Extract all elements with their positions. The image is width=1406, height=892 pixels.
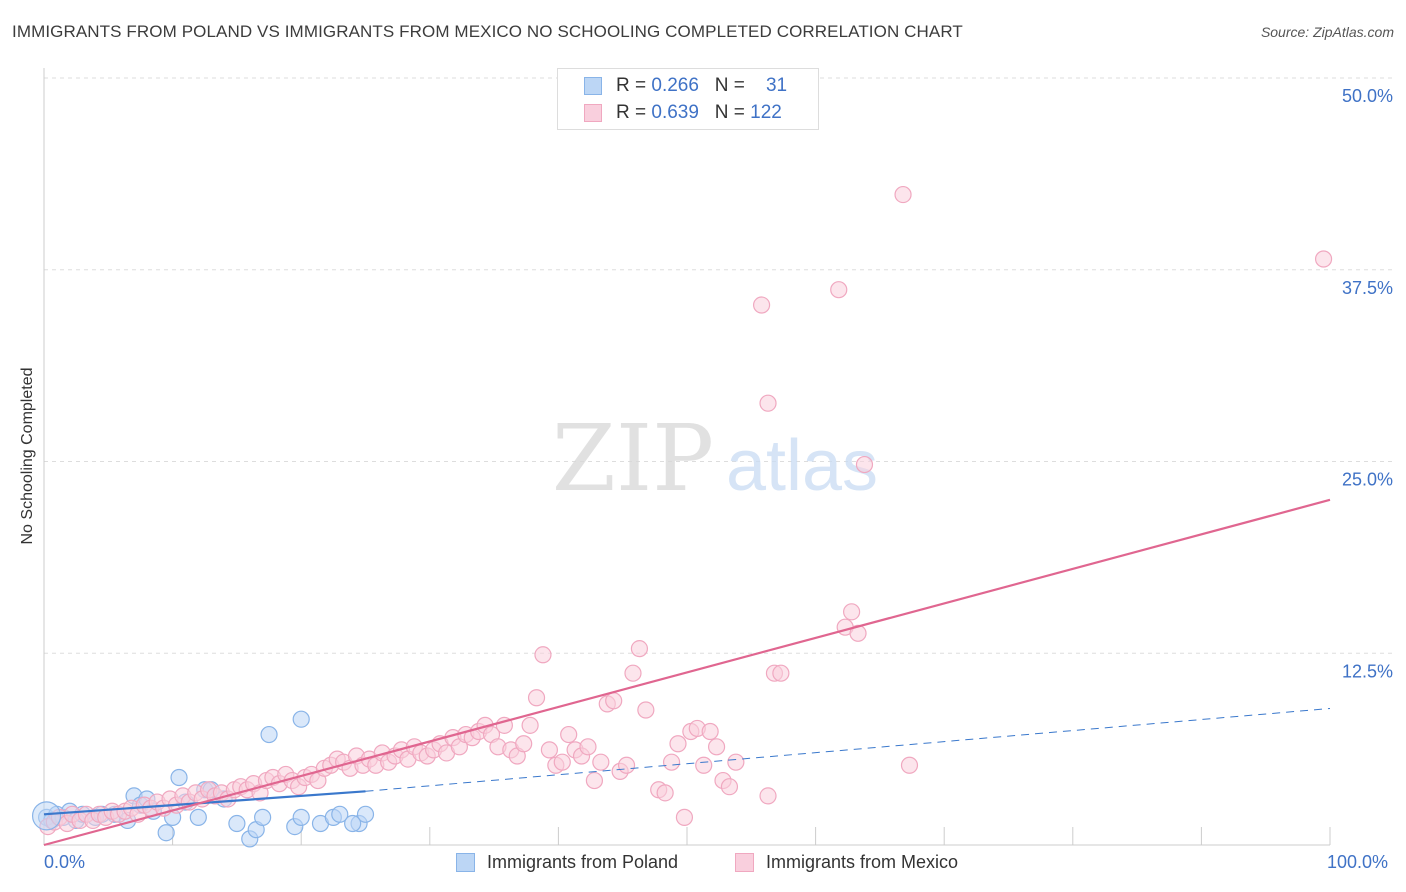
mexico-point-81 — [560, 725, 578, 744]
poland-point-36 — [344, 814, 362, 833]
mexico-point-97 — [669, 735, 687, 753]
mexico-point-98 — [675, 808, 694, 826]
mexico-point-101 — [695, 756, 713, 774]
legend-poland-label: Immigrants from Poland — [487, 852, 679, 872]
poland-point-17 — [170, 768, 188, 787]
poland-point-large — [31, 801, 62, 831]
source-label: Source: ZipAtlas.com — [1260, 24, 1394, 40]
mexico-point-88 — [605, 692, 623, 710]
data-points — [31, 185, 1333, 848]
trend-lines — [43, 498, 1331, 847]
legend-item-poland[interactable]: Immigrants from Poland — [456, 852, 678, 873]
y-tick-labels: 12.5% 25.0% 37.5% 50.0% — [1342, 86, 1393, 681]
mexico-point-103 — [707, 738, 726, 756]
mexico-swatch — [584, 104, 602, 122]
mexico-point-80 — [553, 753, 571, 771]
y-tick-label-1: 25.0% — [1342, 470, 1393, 490]
mexico-point-105 — [720, 778, 739, 796]
poland-point-31 — [331, 805, 349, 823]
poland-trend-dashed — [365, 707, 1331, 792]
mexico-point-116 — [855, 455, 874, 474]
mexico-point-86 — [592, 753, 610, 771]
legend-poland-swatch — [456, 853, 475, 872]
mexico-n-value: 122 — [750, 102, 782, 123]
mexico-point-90 — [617, 756, 636, 774]
mexico-point-102 — [701, 722, 719, 741]
mexico-r-value: 0.639 — [651, 102, 699, 123]
poland-n-label: N = — [714, 75, 751, 96]
mexico-point-78 — [540, 741, 558, 759]
mexico-point-96 — [662, 753, 681, 771]
chart-title: IMMIGRANTS FROM POLAND VS IMMIGRANTS FRO… — [12, 22, 963, 41]
mexico-n-label: N = — [714, 102, 751, 123]
poland-swatch — [584, 77, 602, 95]
mexico-point-75 — [521, 716, 539, 734]
poland-point-33 — [356, 805, 375, 823]
mexico-point-74 — [515, 735, 533, 753]
mexico-point-91 — [624, 664, 642, 682]
mexico-trend-solid — [43, 498, 1331, 847]
mexico-point-85 — [585, 771, 604, 790]
mexico-point-118 — [900, 756, 919, 774]
poland-point-15 — [157, 824, 175, 842]
grid-lines — [44, 77, 1392, 654]
watermark-zip: ZIP — [552, 405, 714, 512]
legend-mexico-label: Immigrants from Mexico — [766, 852, 959, 872]
y-tick-label-2: 37.5% — [1342, 278, 1393, 298]
x-tick-label-min: 0.0% — [44, 852, 86, 872]
mexico-r-label: R = — [616, 102, 652, 123]
poland-n-value: 31 — [765, 75, 788, 96]
mexico-point-95 — [656, 784, 674, 802]
x-tick-label-max: 100.0% — [1327, 852, 1389, 872]
mexico-point-92 — [630, 640, 649, 658]
poland-point-35 — [292, 710, 310, 728]
mexico-point-109 — [772, 664, 790, 682]
poland-point-28 — [292, 808, 310, 826]
y-tick-label-3: 50.0% — [1342, 86, 1393, 106]
mexico-point-77 — [534, 646, 552, 664]
poland-point-34 — [260, 725, 278, 744]
poland-r-value: 0.266 — [651, 75, 699, 96]
mexico-point-115 — [849, 624, 867, 642]
mexico-point-76 — [527, 689, 546, 707]
poland-point-19 — [189, 808, 207, 826]
legend-item-mexico[interactable]: Immigrants from Mexico — [735, 852, 958, 873]
mexico-point-110 — [752, 296, 771, 314]
mexico-point-84 — [579, 738, 597, 756]
y-tick-label-0: 12.5% — [1342, 661, 1393, 681]
poland-point-23 — [228, 814, 246, 833]
mexico-point-119 — [1314, 250, 1333, 268]
watermark-atlas: atlas — [726, 426, 878, 506]
mexico-point-114 — [843, 603, 861, 621]
correlation-legend: R = 0.266 N = 31 R = 0.639 N = 122 — [557, 68, 819, 130]
poland-r-label: R = — [616, 75, 652, 96]
mexico-point-111 — [759, 394, 777, 412]
mexico-point-107 — [759, 787, 777, 805]
legend-mexico-swatch — [735, 853, 754, 872]
mexico-point-117 — [894, 185, 912, 204]
mexico-point-112 — [830, 281, 848, 299]
mexico-point-93 — [637, 701, 655, 719]
poland-point-26 — [254, 808, 272, 826]
mexico-point-106 — [727, 753, 745, 771]
